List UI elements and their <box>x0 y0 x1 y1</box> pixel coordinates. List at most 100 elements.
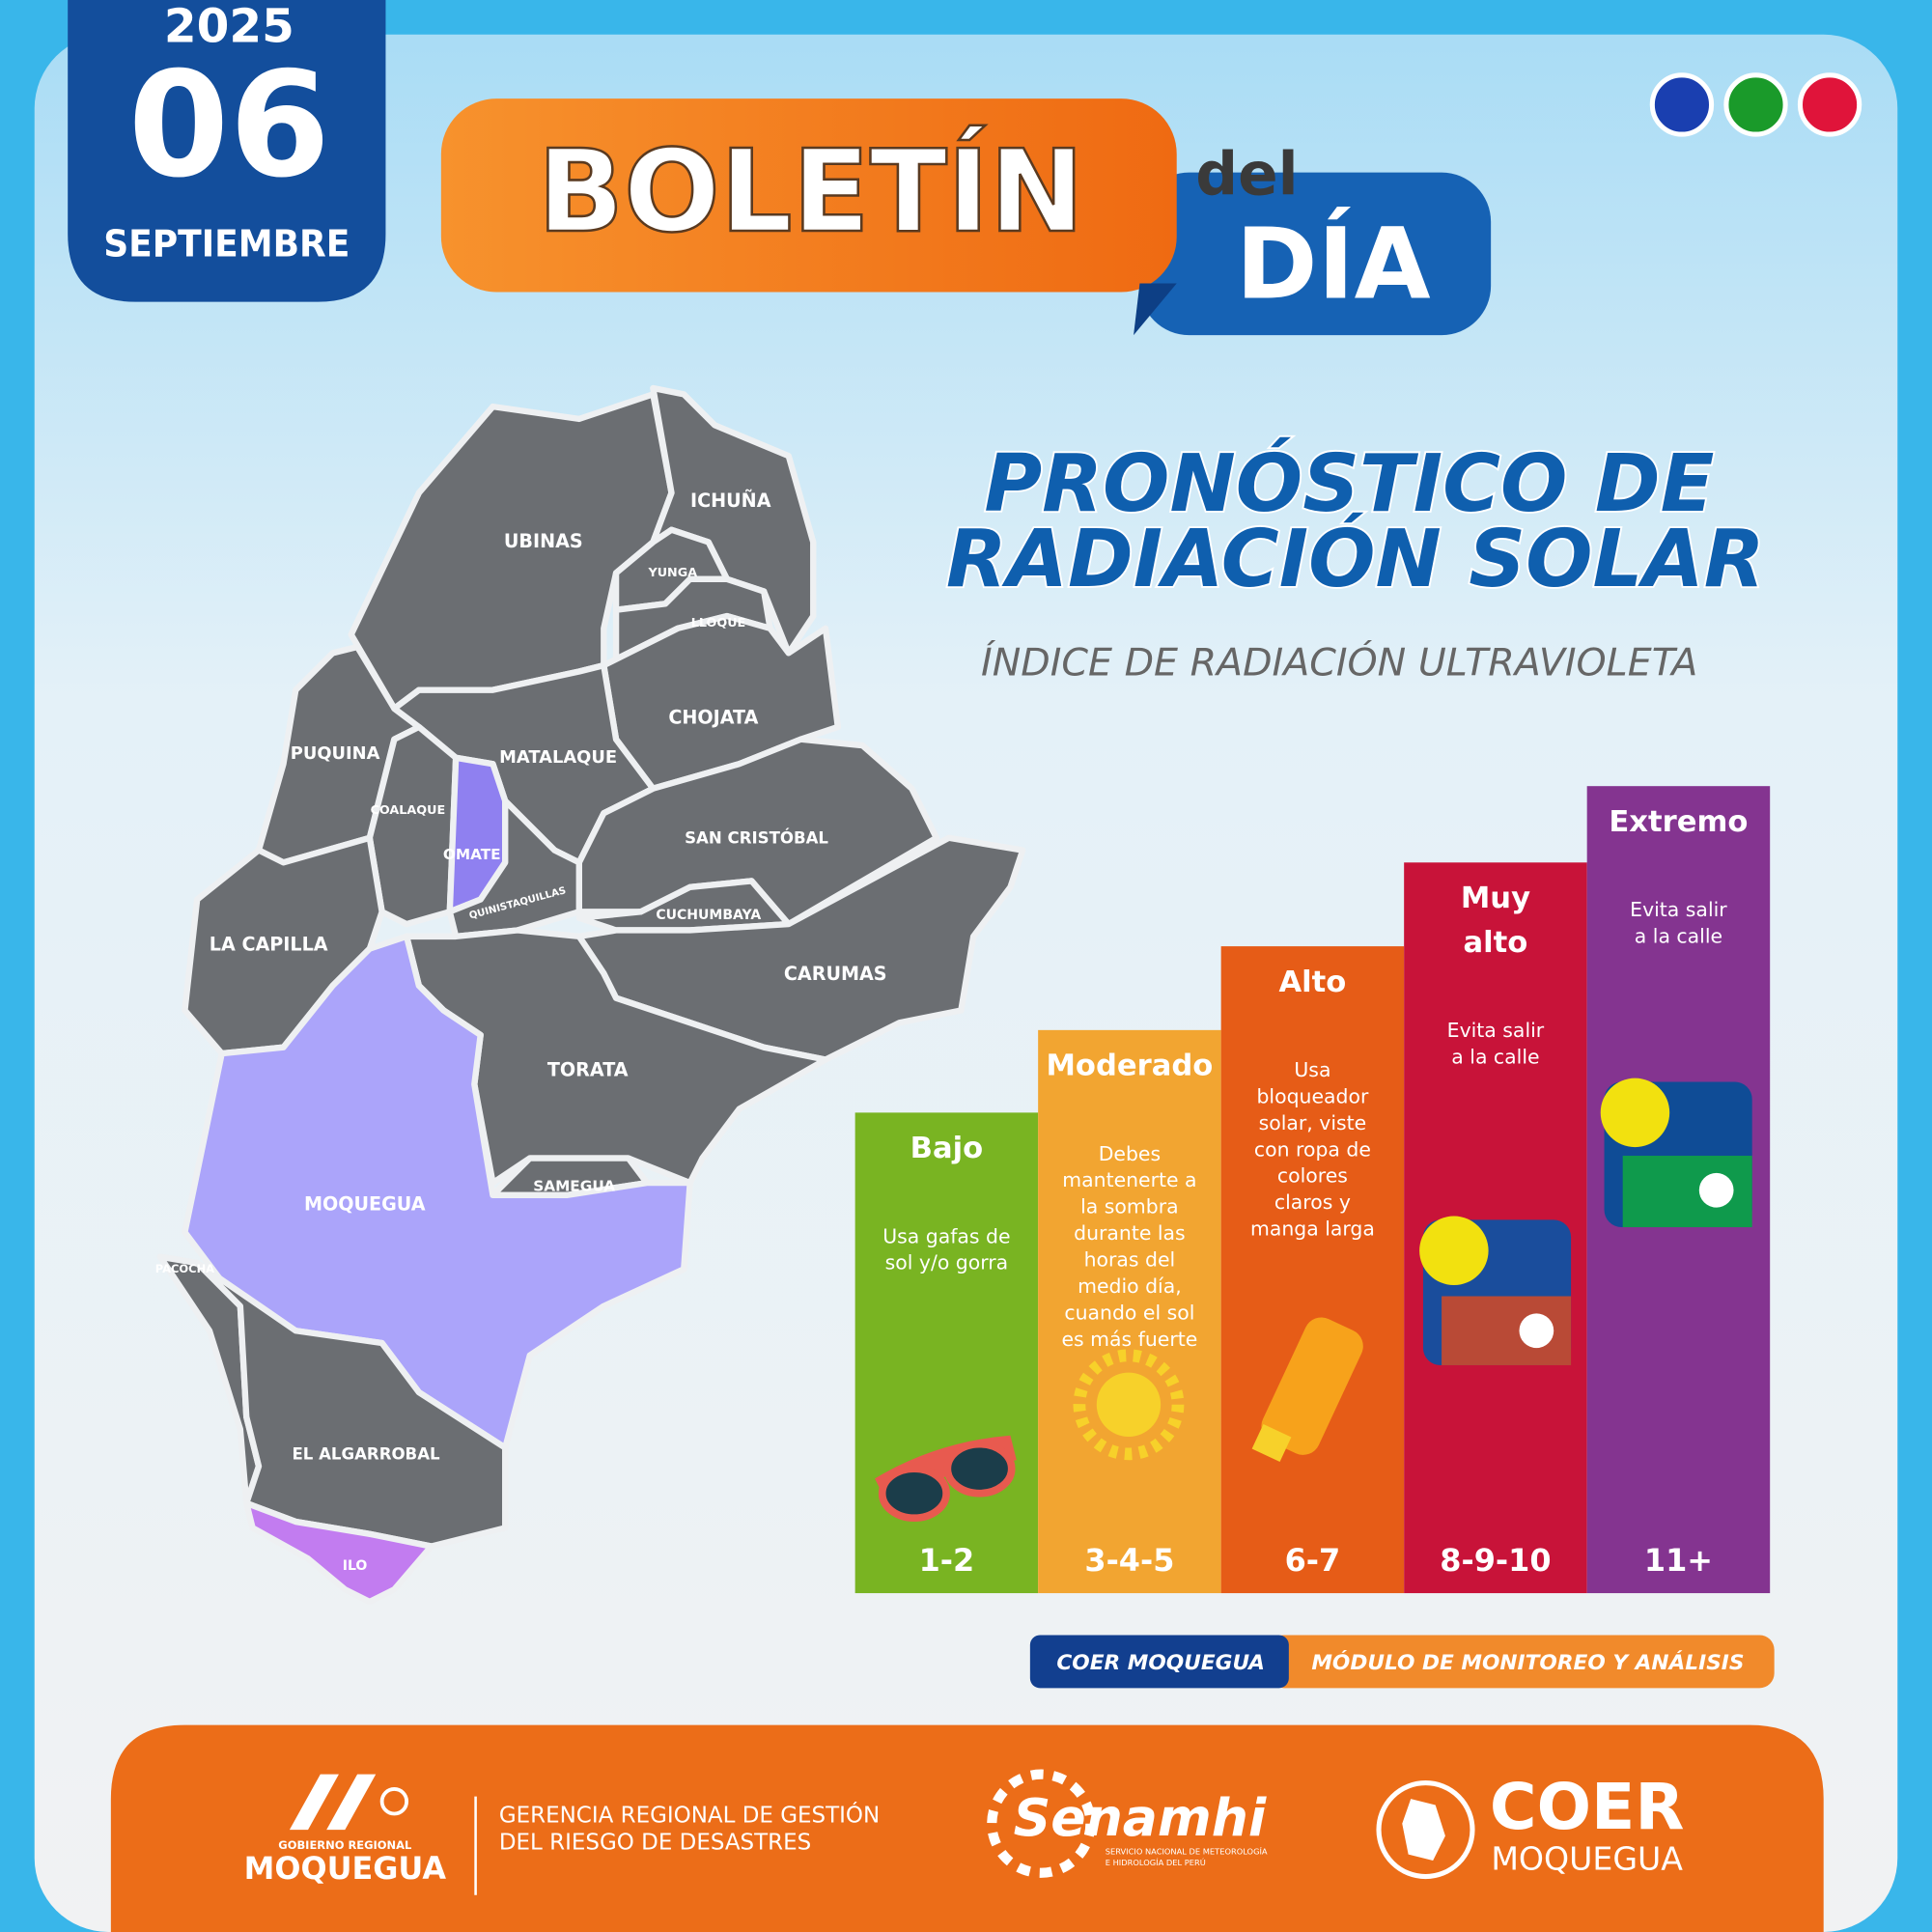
district-label: ICHUÑA <box>690 489 771 512</box>
gerencia-1: GERENCIA REGIONAL DE GESTIÓN <box>499 1802 880 1829</box>
icon-window <box>1519 1313 1554 1349</box>
gore-logo-sun <box>379 1787 409 1816</box>
uv-level-advice: solar, viste <box>1259 1111 1367 1134</box>
coer-sub: MOQUEGUA <box>1491 1839 1683 1877</box>
uv-level-name: Extremo <box>1609 805 1748 839</box>
icon-house-sun <box>1419 1216 1489 1286</box>
uv-level-advice: manga larga <box>1250 1218 1375 1241</box>
coer-seal <box>1376 1780 1475 1880</box>
map <box>156 384 1026 1606</box>
district-label: EL ALGARROBAL <box>292 1445 440 1464</box>
district-label: PACOCHA <box>155 1262 214 1275</box>
icon-bottle <box>1261 1317 1363 1455</box>
uv-level-range: 3-4-5 <box>1084 1542 1174 1579</box>
uv-level-advice: Usa <box>1294 1058 1330 1081</box>
uv-level-advice: a la calle <box>1635 925 1722 948</box>
district-label: ILO <box>343 1558 368 1574</box>
uv-level-advice: Evita salir <box>1630 898 1727 921</box>
district-shape <box>243 1499 434 1606</box>
uv-level: Bajo Usa gafas de sol y/o gorra 1-2 <box>854 1112 1039 1594</box>
uv-level-bar <box>1038 1029 1221 1594</box>
dot-red <box>1797 72 1862 137</box>
day: 06 <box>128 40 331 210</box>
footer-bg <box>110 1724 1824 1932</box>
gore-logo <box>289 1774 377 1831</box>
year: 2025 <box>164 0 294 54</box>
uv-level-advice: horas del <box>1084 1247 1176 1271</box>
date-tab <box>68 0 386 302</box>
uv-level: Alto Usa bloqueador solar, viste con ropa de… <box>1220 946 1405 1594</box>
dot-green <box>1723 72 1788 137</box>
district-label: COALAQUE <box>371 803 446 818</box>
senamhi-sun <box>987 1769 1096 1878</box>
uv-level-range: 11+ <box>1644 1542 1713 1579</box>
uv-level-advice: claros y <box>1274 1190 1351 1214</box>
district-label: OMATE <box>443 846 501 863</box>
title-main-pill <box>440 98 1177 293</box>
senamhi: Senamhi <box>1014 1787 1267 1848</box>
title-day-pill <box>1139 172 1492 336</box>
district-label: TORATA <box>547 1058 629 1080</box>
icon-sun-rays <box>1073 1349 1185 1461</box>
title-small: del <box>1195 141 1298 210</box>
coer: COER <box>1490 1769 1685 1844</box>
icon-window <box>1698 1172 1734 1208</box>
uv-level-advice: colores <box>1277 1164 1348 1188</box>
uv-level-advice: sol y/o gorra <box>885 1251 1009 1274</box>
uv-scale: Bajo Usa gafas de sol y/o gorra 1-2 Moderado… <box>854 786 1771 1594</box>
tag-right: MÓDULO DE MONITOREO Y ANÁLISIS <box>1311 1650 1744 1675</box>
gerencia-2: DEL RIESGO DE DESASTRES <box>499 1831 811 1856</box>
icon-sun <box>1096 1372 1162 1437</box>
district-label: UBINAS <box>504 530 583 552</box>
uv-level-advice: Debes <box>1099 1142 1161 1165</box>
uv-level-name: Moderado <box>1046 1050 1213 1083</box>
uv-level-advice: a la calle <box>1451 1046 1539 1069</box>
month: SEPTIEMBRE <box>103 223 350 266</box>
uv-level-range: 1-2 <box>919 1542 975 1579</box>
uv-level-range: 8-9-10 <box>1440 1542 1551 1579</box>
uv-level-advice: es más fuerte <box>1062 1328 1198 1351</box>
section-title-2: RADIACIÓN SOLAR <box>946 512 1765 605</box>
icon-lens <box>878 1465 950 1523</box>
uv-level-advice: la sombra <box>1080 1195 1179 1218</box>
uv-level-advice: cuando el sol <box>1064 1301 1194 1324</box>
uv-level-bar <box>1220 946 1405 1594</box>
district-label: LA CAPILLA <box>210 933 328 955</box>
uv-level-range: 6-7 <box>1285 1542 1341 1579</box>
district-label: MOQUEGUA <box>304 1193 426 1216</box>
district-label: CARUMAS <box>784 963 887 985</box>
district-label: SAMEGUA <box>533 1177 615 1194</box>
uv-level-bar <box>854 1112 1039 1594</box>
uv-level-advice: Usa gafas de <box>882 1224 1010 1247</box>
uv-level-advice: Evita salir <box>1447 1019 1545 1042</box>
section-subtitle: ÍNDICE DE RADIACIÓN ULTRAVIOLETA <box>981 640 1697 686</box>
gore-small: GOBIERNO REGIONAL <box>278 1838 411 1852</box>
uv-level: Extremo Evita salir a la calle 11+ <box>1586 786 1771 1594</box>
uv-level-name: Bajo <box>910 1132 984 1165</box>
uv-level-advice: bloqueador <box>1256 1084 1368 1107</box>
senamhi-2: E HIDROLOGÍA DEL PERÚ <box>1106 1857 1206 1867</box>
tag-left: COER MOQUEGUA <box>1056 1651 1265 1675</box>
uv-level-advice: medio día, <box>1078 1274 1182 1298</box>
tag-right-bg <box>1269 1635 1775 1689</box>
uv-level: Moderado Debes mantenerte a la sombra durant… <box>1038 1029 1221 1594</box>
uv-level-name: alto <box>1464 926 1528 960</box>
district-label: LLOQUE <box>691 616 746 630</box>
district-label: YUNGA <box>647 566 697 580</box>
uv-level: Muy alto Evita salir a la calle 8-9-10 <box>1404 862 1587 1594</box>
icon-cap <box>1251 1424 1292 1462</box>
icon-lens <box>943 1440 1016 1498</box>
senamhi-1: SERVICIO NACIONAL DE METEOROLOGÍA <box>1106 1846 1268 1857</box>
title-day: DÍA <box>1236 207 1431 322</box>
uv-level-name: Muy <box>1461 882 1530 915</box>
uv-level-name: Alto <box>1278 966 1346 999</box>
section-title-1: PRONÓSTICO DE <box>984 436 1714 530</box>
district-label: MATALAQUE <box>499 747 617 768</box>
district-label: CHOJATA <box>668 706 758 728</box>
district-label: SAN CRISTÓBAL <box>685 829 828 848</box>
coer-seal-map <box>1402 1799 1445 1861</box>
tag-left-bg <box>1029 1635 1289 1689</box>
icon-house-sun <box>1600 1078 1670 1148</box>
